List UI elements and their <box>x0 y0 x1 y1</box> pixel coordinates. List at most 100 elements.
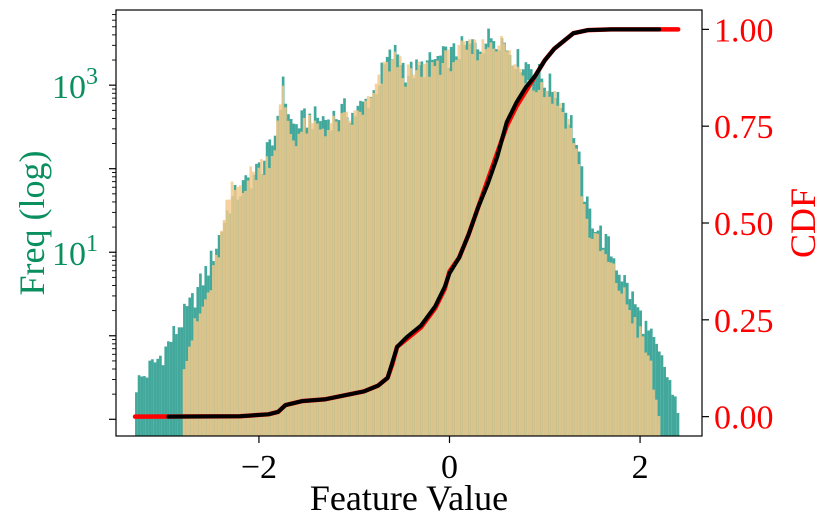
histogram-bar <box>409 68 413 436</box>
histogram-bar <box>145 377 149 436</box>
x-tick-label: −2 <box>241 449 277 486</box>
x-tick-label: 2 <box>632 449 649 486</box>
histogram-bar <box>492 48 495 436</box>
histogram-bar <box>649 360 653 436</box>
histogram-bar <box>513 64 517 436</box>
cdf-line-2 <box>166 27 662 419</box>
histogram-bar <box>550 103 554 436</box>
histogram-bar <box>412 74 415 436</box>
histogram-bar <box>313 120 317 436</box>
histogram-bar <box>654 399 658 436</box>
histogram-bar <box>292 140 295 436</box>
histogram-bar <box>446 49 450 436</box>
cdf-lines <box>132 27 681 419</box>
histogram-bar <box>668 380 672 436</box>
histogram-bar <box>673 396 677 436</box>
histogram-bar <box>188 346 191 436</box>
histogram-bar <box>372 92 375 436</box>
histogram-bar <box>377 74 381 436</box>
histogram-bar <box>582 204 586 436</box>
histogram-bar <box>159 355 162 436</box>
histogram-bar <box>612 263 615 436</box>
histogram-bar <box>663 366 666 436</box>
right-y-tick-label: 0.50 <box>714 206 774 243</box>
left-y-tick-label: 101 <box>52 231 98 273</box>
histogram-bar <box>510 65 514 436</box>
histogram-bar <box>556 105 559 436</box>
histogram-bar <box>169 341 173 436</box>
histogram-bar <box>220 230 223 436</box>
histogram-bar <box>137 375 141 436</box>
histogram-bar <box>342 112 346 436</box>
histogram-bar <box>433 66 437 436</box>
histogram-bar <box>324 136 327 436</box>
histogram-bar <box>422 64 426 436</box>
histogram-bar <box>665 377 669 436</box>
histogram-bar <box>180 327 184 436</box>
left-y-tick-label: 103 <box>52 64 98 106</box>
histogram-bar <box>454 59 458 436</box>
histogram-bar <box>622 287 626 436</box>
histogram-bar <box>358 111 362 436</box>
histogram-bar <box>628 310 631 436</box>
histogram-bar <box>636 337 639 436</box>
histogram-bar <box>252 171 255 436</box>
histogram-bar <box>164 346 168 436</box>
histogram-bar <box>606 261 610 436</box>
histogram-bar <box>484 49 487 436</box>
histogram-bar <box>140 376 144 436</box>
histogram-bar <box>625 304 629 436</box>
histogram-bar <box>486 47 490 436</box>
histogram-bar <box>196 321 199 436</box>
x-tick-label: 0 <box>441 449 458 486</box>
histogram-bar <box>526 79 530 436</box>
histogram-bar <box>598 251 602 436</box>
histogram-bar <box>500 35 503 436</box>
histogram-bar <box>254 180 258 436</box>
histogram-bar <box>374 83 378 436</box>
histogram-bar <box>241 192 245 436</box>
histogram-bar <box>401 78 405 436</box>
histogram-bar <box>222 219 226 436</box>
histogram-bar <box>382 61 386 436</box>
histogram-bar <box>462 41 466 436</box>
histogram-bar <box>534 92 538 436</box>
histogram-bar <box>494 51 498 436</box>
histogram-bar <box>273 150 277 436</box>
histogram-bar <box>638 326 642 436</box>
histogram-bar <box>244 190 247 436</box>
histogram-bar <box>233 189 237 436</box>
histogram-bar <box>393 51 397 436</box>
histogram-bar <box>644 352 647 436</box>
histogram-bar <box>353 110 357 436</box>
histogram-bar <box>593 233 597 436</box>
histogram-bar <box>310 123 314 436</box>
histogram-bar <box>436 60 439 436</box>
histogram-bar <box>294 146 298 436</box>
histogram-bar <box>457 44 461 436</box>
histogram-bar <box>345 111 349 436</box>
histogram-bar <box>265 156 269 436</box>
histogram-bar <box>460 40 463 436</box>
histogram-bar <box>332 115 335 436</box>
histogram-bar <box>369 97 373 436</box>
histogram-bar <box>452 62 455 436</box>
histogram-bar <box>558 103 562 436</box>
histogram-bar <box>588 237 591 436</box>
histogram-bar <box>633 317 637 436</box>
histogram-bar <box>185 360 189 436</box>
histogram-bar <box>561 111 565 436</box>
histogram-bar <box>228 199 231 436</box>
histogram-bar <box>508 50 511 436</box>
histogram-bar <box>177 327 181 436</box>
histogram-bar <box>566 119 570 436</box>
histogram-bar <box>524 83 527 436</box>
histogram-bar <box>361 114 365 436</box>
histogram-bar <box>420 76 423 436</box>
histogram-bar <box>225 199 229 436</box>
histogram-bar <box>212 265 215 436</box>
histogram-bar <box>585 218 589 436</box>
histogram-bar <box>214 254 218 436</box>
histogram-bar <box>321 128 325 436</box>
histogram-bar <box>652 389 655 436</box>
